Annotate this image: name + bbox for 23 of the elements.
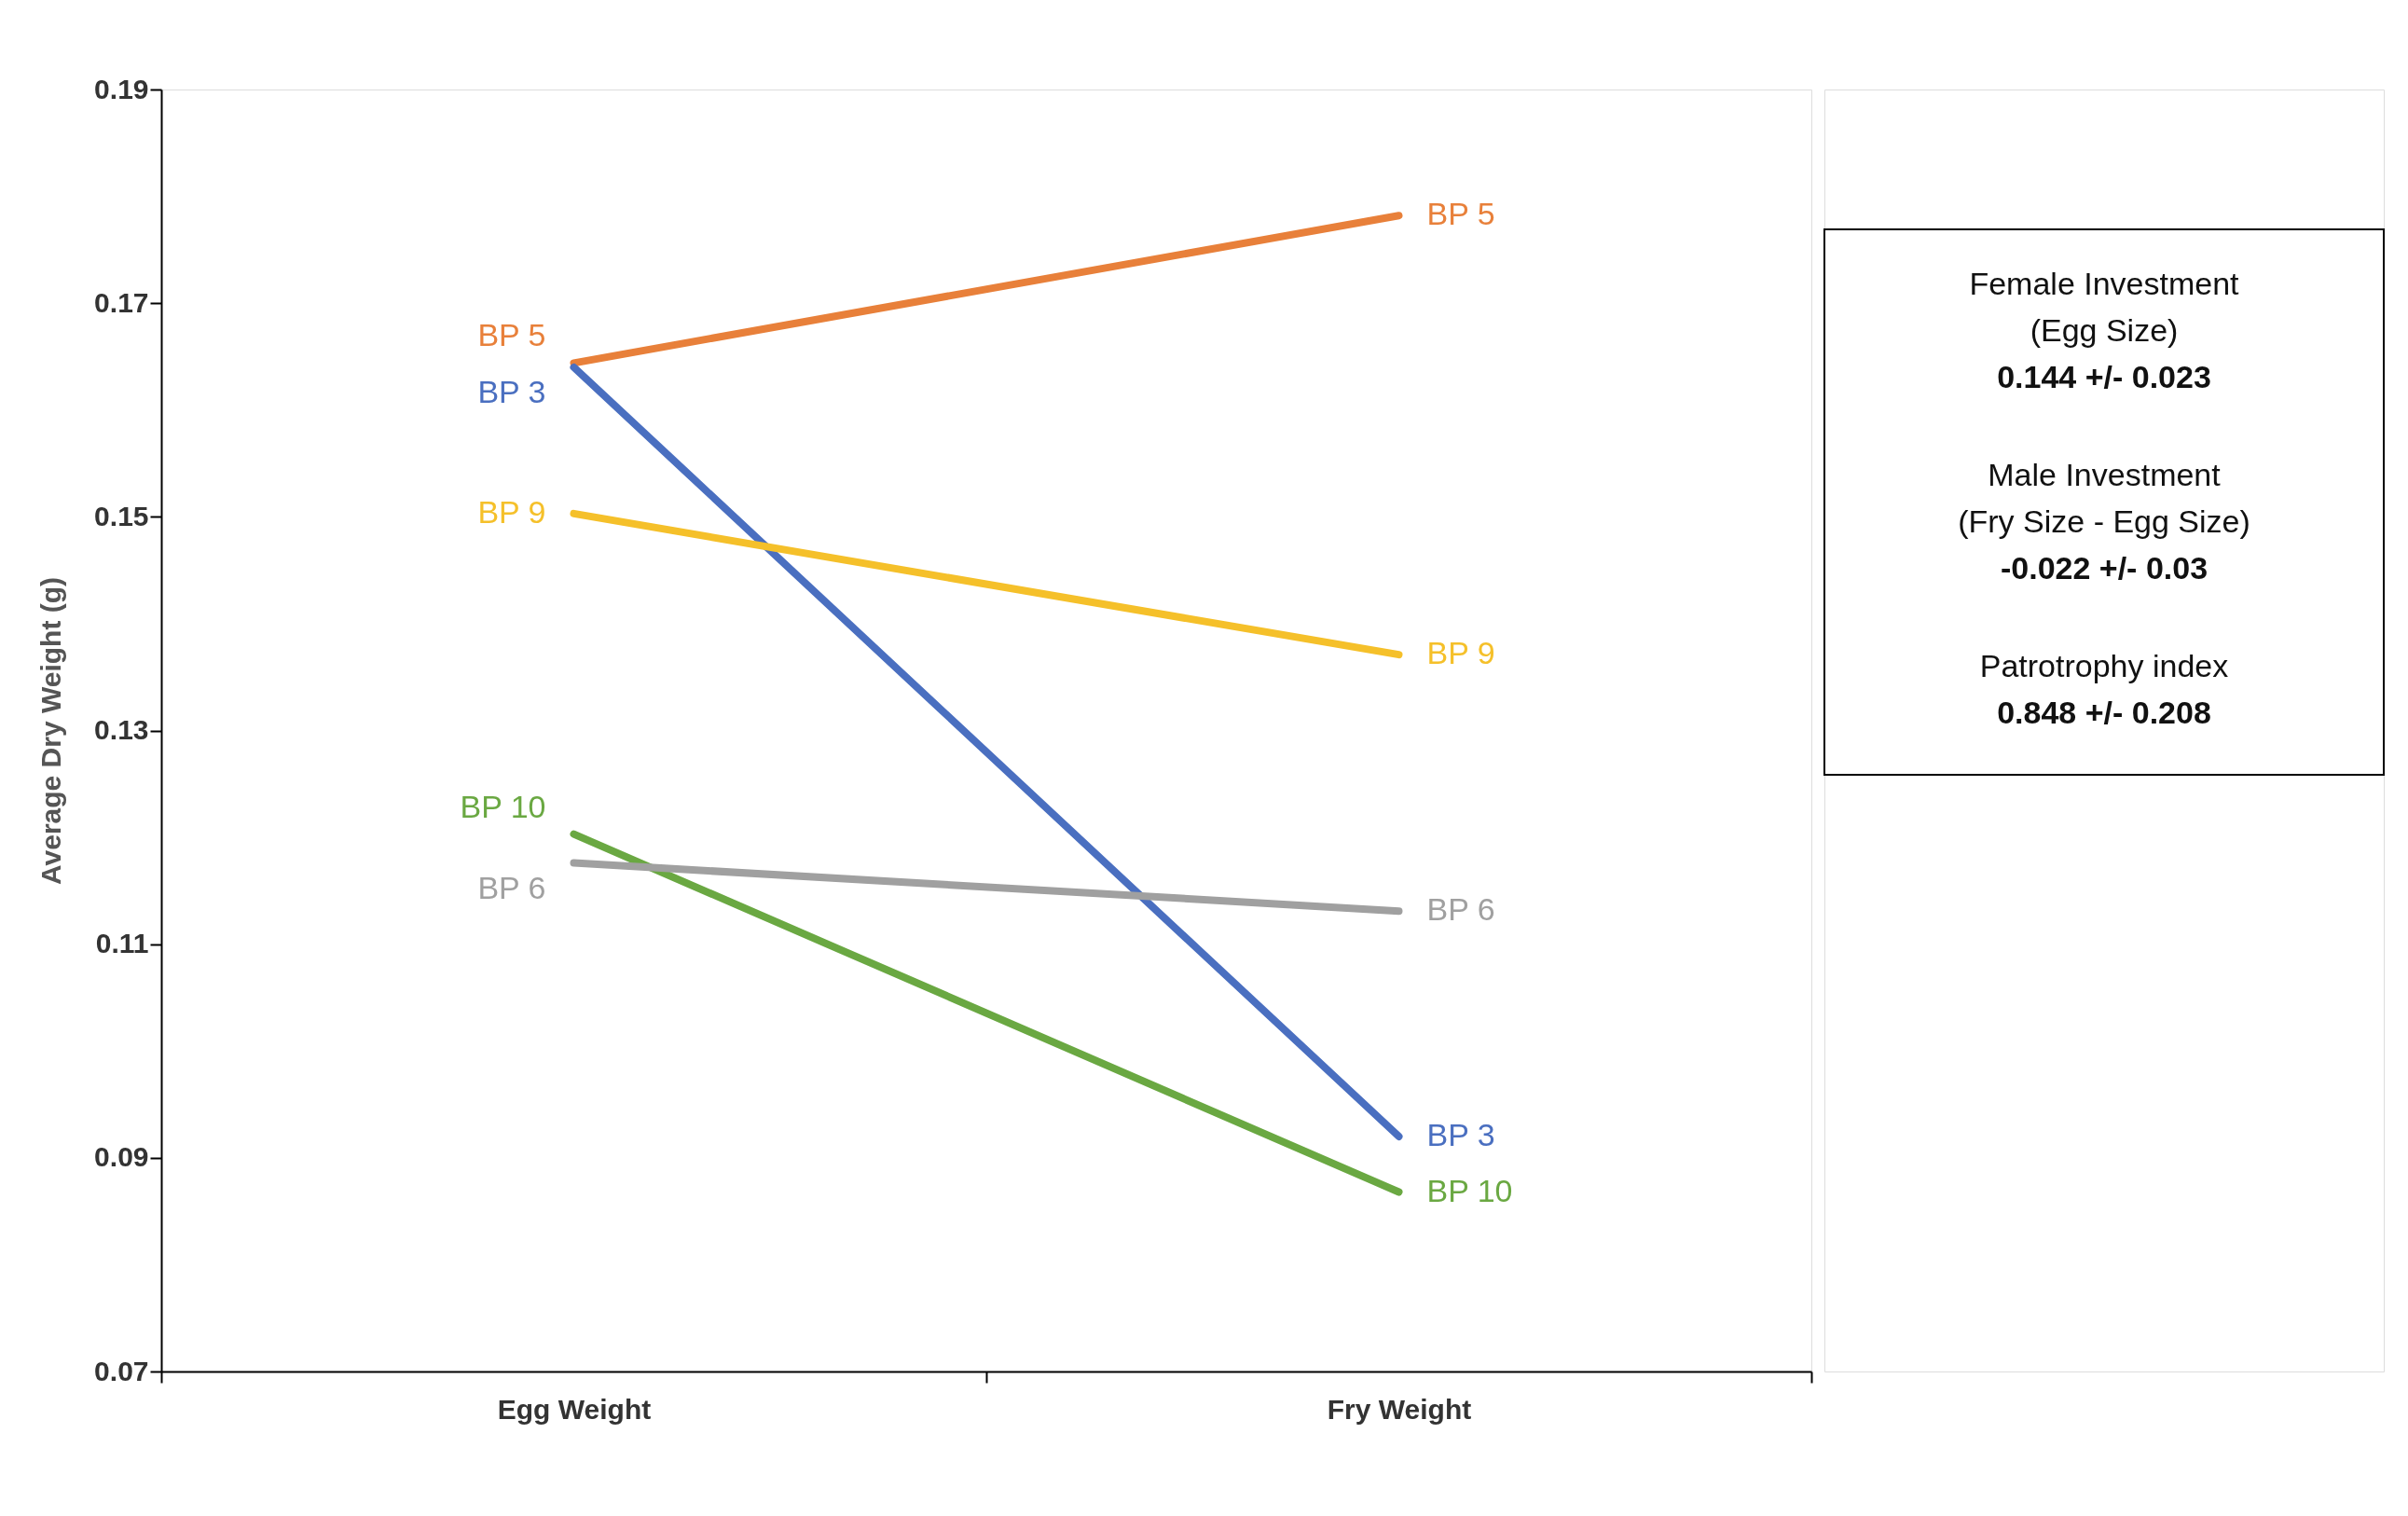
series-label: BP 3 — [1426, 1116, 1495, 1152]
text: Male Investment (Fry Size - Egg Size) -0.022 +/- 0.03 — [1958, 457, 2250, 586]
x-tick-label: Egg Weight — [497, 1393, 652, 1425]
series-label: BP 6 — [1426, 891, 1495, 928]
text: BP 5 — [477, 317, 546, 353]
y-tick-label: 0.15 — [94, 500, 149, 531]
series-label: BP 9 — [477, 493, 546, 530]
y-tick-label: 0.19 — [94, 73, 149, 104]
y-tick-label: 0.09 — [94, 1141, 149, 1173]
text: BP 6 — [477, 869, 546, 905]
y-tick-label: 0.13 — [94, 714, 149, 745]
y-tick-label: 0.11 — [95, 928, 149, 959]
text: BP 3 — [477, 373, 546, 409]
x-tick-label: Fry Weight — [1327, 1393, 1472, 1425]
y-tick-label: 0.07 — [94, 1355, 149, 1386]
text: BP 10 — [460, 788, 546, 824]
text: Patrotrophy index 0.848 +/- 0.208 — [1979, 648, 2229, 730]
y-axis-title: Average Dry Weight (g) — [35, 576, 67, 886]
series-label: BP 5 — [1426, 196, 1495, 232]
y-tick-label: 0.17 — [94, 286, 149, 318]
text: Female Investment (Egg Size) 0.144 +/- 0.023 — [1969, 266, 2239, 394]
text: BP 9 — [1426, 635, 1495, 671]
series-label: BP 10 — [1426, 1172, 1513, 1208]
